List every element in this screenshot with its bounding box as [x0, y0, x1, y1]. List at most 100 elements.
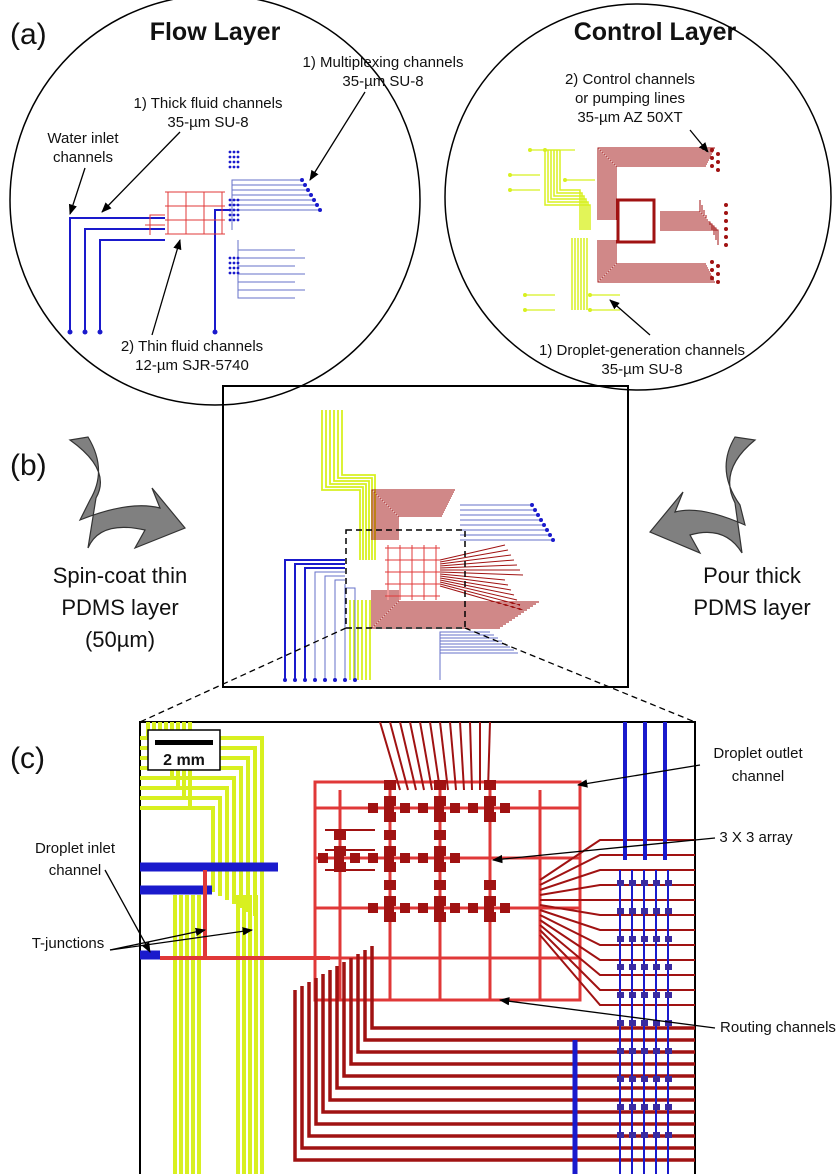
port — [588, 293, 592, 297]
callout-arrow — [310, 92, 365, 180]
mux-channel — [232, 205, 315, 210]
control-channel — [440, 572, 523, 575]
scale-bar — [155, 740, 213, 745]
annotation: 35-µm SU-8 — [342, 73, 423, 90]
valve — [629, 964, 636, 970]
valve-dot — [237, 219, 240, 222]
valve — [450, 853, 460, 863]
valve — [384, 862, 396, 872]
annotation: 2) Control channels — [565, 71, 695, 88]
valve-dot — [229, 257, 232, 260]
control-channel — [660, 230, 718, 245]
port — [303, 678, 307, 682]
control-channel — [378, 496, 452, 540]
valve — [641, 1132, 648, 1138]
valve — [384, 880, 396, 890]
mux-channel — [232, 195, 309, 218]
valve-dot — [233, 156, 236, 159]
port — [306, 188, 310, 192]
valve-dot — [237, 262, 240, 265]
mux-channel — [238, 240, 295, 250]
valve — [384, 830, 396, 840]
port — [588, 308, 592, 312]
port — [528, 148, 532, 152]
valve — [629, 1020, 636, 1026]
port — [315, 203, 319, 207]
annotation: channel — [732, 768, 785, 785]
valve — [434, 862, 446, 872]
port — [710, 260, 714, 264]
annotation: 35-µm AZ 50XT — [577, 109, 682, 126]
valve — [665, 1020, 672, 1026]
valve — [617, 908, 624, 914]
callout-arrow — [690, 130, 708, 152]
valve-dot — [233, 272, 236, 275]
note: PDMS layer — [693, 595, 810, 620]
control-channel — [608, 240, 710, 272]
valve — [653, 1104, 660, 1110]
valve — [665, 1048, 672, 1054]
valve — [418, 853, 428, 863]
valve-dot — [229, 209, 232, 212]
control-channel — [440, 580, 514, 595]
port — [213, 330, 218, 335]
valve — [629, 880, 636, 886]
valve — [384, 853, 394, 863]
control-channel — [398, 516, 442, 540]
note: PDMS layer — [61, 595, 178, 620]
panel-label: (c) — [10, 742, 45, 775]
valve-dot — [229, 161, 232, 164]
valve — [434, 903, 444, 913]
valve — [500, 903, 510, 913]
mux-channel — [440, 647, 510, 680]
annotation: Water inlet — [47, 130, 119, 147]
valve-dot — [233, 214, 236, 217]
valve — [641, 936, 648, 942]
layer-title: Flow Layer — [150, 18, 281, 46]
control-channel — [606, 240, 711, 274]
valve — [641, 1104, 648, 1110]
port — [724, 227, 728, 231]
droplet-channel — [342, 410, 375, 560]
valve — [665, 936, 672, 942]
control-channel — [392, 590, 530, 608]
note: Spin-coat thin — [53, 563, 188, 588]
wafer-circle — [445, 4, 831, 390]
mux-channel — [232, 200, 312, 214]
valve-dot — [229, 204, 232, 207]
valve — [400, 803, 410, 813]
port — [710, 156, 714, 160]
valve — [434, 912, 446, 922]
control-channel — [614, 240, 707, 266]
port — [318, 208, 322, 212]
mux-channel — [440, 644, 506, 680]
valve-dot — [233, 161, 236, 164]
control-channel — [604, 240, 712, 276]
valve — [653, 880, 660, 886]
valve — [484, 880, 496, 890]
valve — [665, 908, 672, 914]
port — [313, 678, 317, 682]
note: Pour thick — [703, 563, 802, 588]
annotation: Routing channels — [720, 1019, 836, 1036]
valve-dot — [237, 209, 240, 212]
port — [716, 272, 720, 276]
process-arrow — [650, 437, 755, 553]
valve — [629, 1076, 636, 1082]
port — [309, 193, 313, 197]
mux-channel — [238, 240, 295, 266]
annotation: 1) Multiplexing channels — [303, 54, 464, 71]
port — [353, 678, 357, 682]
droplet-channel — [326, 410, 363, 560]
figure: (a) Flow Layer Control Layer 1) Multiple… — [0, 0, 837, 1174]
valve — [484, 812, 496, 822]
port — [551, 538, 555, 542]
valve — [617, 964, 624, 970]
valve — [665, 1132, 672, 1138]
flow-channel — [85, 229, 165, 330]
valve — [653, 1076, 660, 1082]
valve — [617, 880, 624, 886]
valve-dot — [237, 267, 240, 270]
port — [539, 518, 543, 522]
valve — [434, 780, 446, 790]
